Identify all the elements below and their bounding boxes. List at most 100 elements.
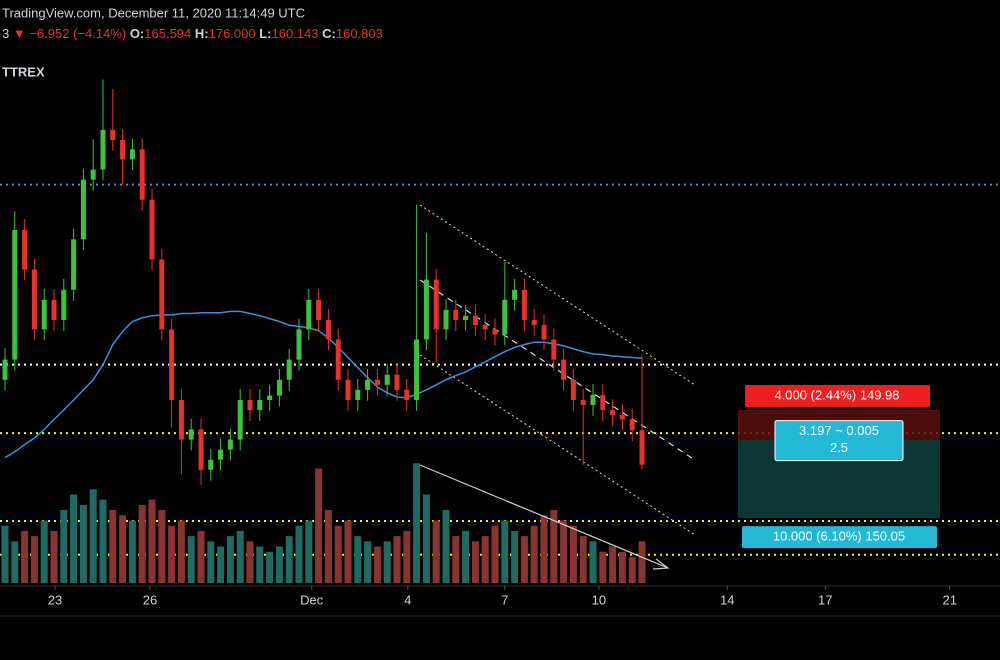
candle-body (51, 299, 57, 321)
candle-body (502, 299, 508, 335)
volume-bar (119, 515, 127, 583)
target-label-box (742, 526, 937, 549)
candle-body (247, 399, 253, 411)
volume-bar (618, 551, 626, 583)
candle-body (443, 309, 449, 330)
candle-body (639, 430, 645, 465)
candle-body (492, 329, 498, 335)
volume-bar (432, 520, 440, 583)
field-value: 160.803 (336, 26, 383, 41)
candle-body (590, 394, 596, 405)
volume-bar (471, 541, 479, 583)
candle-body (482, 325, 488, 330)
volume-bar (236, 530, 244, 583)
volume-bar (315, 468, 323, 583)
x-tick-label: 17 (818, 592, 832, 607)
ma-line (4, 310, 643, 459)
volume-bar (109, 510, 117, 583)
volume-bar (295, 525, 303, 583)
volume-bar (344, 520, 352, 583)
volume-bar (569, 525, 577, 583)
x-tick-label: 14 (720, 592, 734, 607)
candle-body (80, 179, 86, 240)
volume-bar (207, 541, 215, 583)
field-value: 176.000 (209, 26, 256, 41)
candle-body (227, 439, 233, 450)
volume-bar (177, 520, 185, 583)
candle-body (345, 379, 351, 400)
candle-body (218, 449, 224, 460)
x-tick-label: 23 (48, 592, 62, 607)
candle-body (149, 199, 155, 260)
candle-body (600, 394, 606, 411)
price-prefix: 3 (2, 26, 9, 41)
candles (2, 79, 645, 485)
candle-body (423, 279, 429, 340)
volume-bar (324, 510, 332, 583)
candle-body (208, 459, 214, 470)
volume-bar (148, 499, 156, 583)
candle-body (267, 395, 273, 400)
volume-bar (187, 536, 195, 583)
candle-body (198, 429, 204, 470)
volume-bar (540, 515, 548, 583)
header-ohlc: 3 ▼ −6.952 (−4.14%) O:165.594 H:176.000 … (2, 26, 383, 41)
target-label: 10.000 (6.10%) 150.05 (773, 529, 905, 544)
x-tick-label: 10 (592, 592, 606, 607)
field-label: C: (322, 26, 336, 41)
candle-body (610, 410, 616, 416)
candle-body (110, 129, 116, 140)
candle-body (551, 339, 557, 360)
candle-body (414, 339, 420, 400)
ratio-label: 3.197 ~ 0.005 (799, 423, 879, 438)
x-tick-label: 4 (404, 592, 411, 607)
level-lines (0, 183, 1000, 556)
volume-bar (609, 546, 617, 583)
volume-bar (128, 520, 136, 583)
volume-bar (246, 541, 254, 583)
volume-bar (226, 536, 234, 583)
volume-bar (197, 530, 205, 583)
volume-bar (638, 541, 646, 583)
volume-bar (138, 504, 146, 583)
header-title: TradingView.com, December 11, 2020 11:14… (2, 5, 305, 20)
volume-bar (1, 525, 9, 583)
volume-bar (579, 536, 587, 583)
candle-body (120, 139, 126, 160)
volume-bar (589, 541, 597, 583)
exchange: TTREX (2, 64, 45, 79)
candle-body (541, 325, 547, 340)
stop-label-box (745, 385, 930, 408)
volume-bar (305, 520, 313, 583)
volume-bar (452, 536, 460, 583)
candle-body (286, 359, 292, 380)
stop-label: 4.000 (2.44%) 149.98 (774, 387, 899, 402)
x-tick-label: 21 (942, 592, 956, 607)
candle-body (531, 320, 537, 326)
position-labels: 4.000 (2.44%) 149.98 3.197 ~ 0.005 2.5 10.0… (742, 385, 937, 549)
volume-bar (99, 499, 107, 583)
volume-bar (79, 504, 87, 583)
volume-bar (403, 530, 411, 583)
volume-bar (383, 541, 391, 583)
candle-body (12, 230, 18, 360)
candle-body (355, 389, 361, 400)
ratio-label: 2.5 (830, 440, 848, 455)
volume-bar (334, 525, 342, 583)
volume-bar (21, 530, 29, 583)
candle-body (316, 299, 322, 321)
candle-body (580, 399, 586, 405)
candle-body (188, 429, 194, 440)
candle-body (335, 339, 341, 380)
candle-body (374, 379, 380, 385)
volume-bar (158, 510, 166, 583)
volume-bar (520, 536, 528, 583)
volume-bar (442, 510, 450, 583)
candle-body (306, 299, 312, 330)
volume-bar (511, 530, 519, 583)
trend-arrow (419, 464, 669, 569)
volume-bar (217, 546, 225, 583)
